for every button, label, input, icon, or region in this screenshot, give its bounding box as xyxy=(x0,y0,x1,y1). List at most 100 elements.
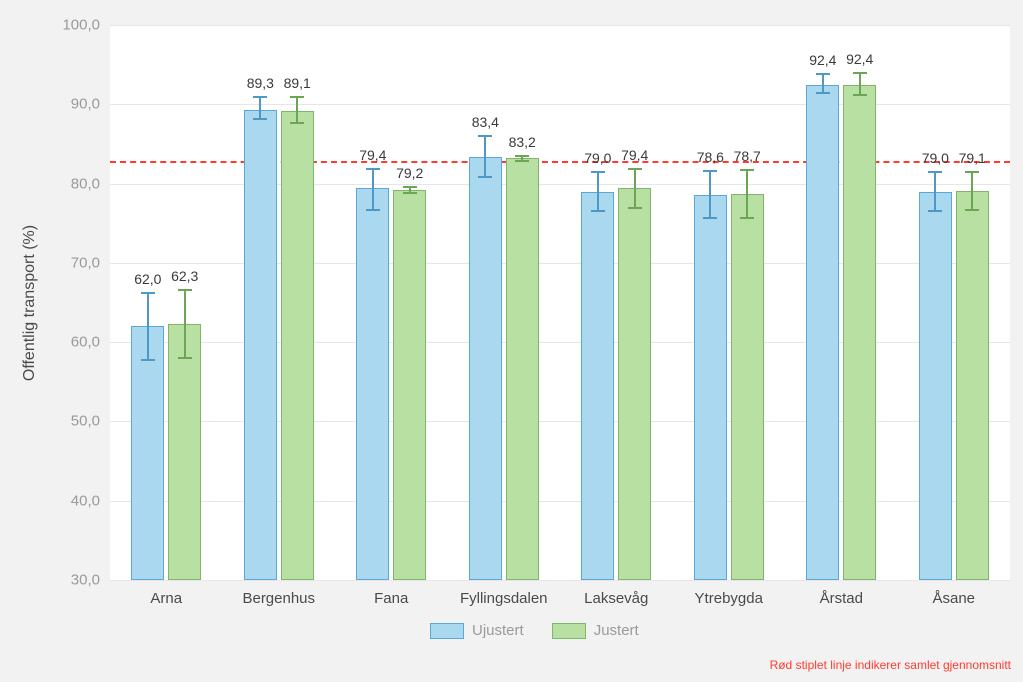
bar-value-label: 79,4 xyxy=(359,147,386,163)
error-cap xyxy=(816,92,830,94)
error-cap xyxy=(816,73,830,75)
bar xyxy=(956,191,989,580)
legend-label: Justert xyxy=(594,622,639,639)
error-cap xyxy=(478,176,492,178)
ytick-label: 100,0 xyxy=(62,17,110,34)
error-cap xyxy=(928,171,942,173)
bar xyxy=(843,85,876,580)
error-cap xyxy=(591,210,605,212)
bar-value-label: 89,3 xyxy=(247,75,274,91)
error-cap xyxy=(515,160,529,162)
error-cap xyxy=(403,192,417,194)
error-cap xyxy=(853,72,867,74)
error-bar xyxy=(934,172,936,210)
error-cap xyxy=(515,155,529,157)
error-cap xyxy=(403,186,417,188)
error-cap xyxy=(141,359,155,361)
plot-area: 30,040,050,060,070,080,090,0100,0Arna62,… xyxy=(110,25,1010,580)
error-cap xyxy=(703,170,717,172)
error-bar xyxy=(597,172,599,212)
error-cap xyxy=(366,209,380,211)
error-bar xyxy=(709,171,711,219)
bar-value-label: 92,4 xyxy=(809,52,836,68)
xtick-label: Ytrebygda xyxy=(695,580,763,607)
error-cap xyxy=(290,96,304,98)
bar xyxy=(919,192,952,581)
bar-value-label: 62,3 xyxy=(171,268,198,284)
bar xyxy=(131,326,164,580)
bar xyxy=(618,188,651,580)
error-bar xyxy=(296,97,298,123)
bar xyxy=(506,158,539,580)
error-bar xyxy=(147,293,149,360)
error-cap xyxy=(965,171,979,173)
ytick-label: 40,0 xyxy=(71,492,110,509)
error-cap xyxy=(740,169,754,171)
bar-value-label: 79,0 xyxy=(584,150,611,166)
legend: Ujustert Justert xyxy=(430,622,639,639)
error-cap xyxy=(253,118,267,120)
bar-value-label: 83,2 xyxy=(509,134,536,150)
bar xyxy=(581,192,614,581)
xtick-label: Åsane xyxy=(932,580,975,607)
y-axis-label: Offentlig transport (%) xyxy=(21,224,39,380)
xtick-label: Fyllingsdalen xyxy=(460,580,548,607)
bar xyxy=(281,111,314,580)
xtick-label: Fana xyxy=(374,580,408,607)
error-bar xyxy=(634,169,636,209)
bar-value-label: 83,4 xyxy=(472,114,499,130)
bar-value-label: 89,1 xyxy=(284,75,311,91)
bar-value-label: 92,4 xyxy=(846,51,873,67)
error-cap xyxy=(178,357,192,359)
bar-value-label: 78,6 xyxy=(697,149,724,165)
error-cap xyxy=(478,135,492,137)
ytick-label: 50,0 xyxy=(71,413,110,430)
error-cap xyxy=(628,207,642,209)
error-cap xyxy=(178,289,192,291)
gridline xyxy=(110,25,1010,26)
bar xyxy=(244,110,277,580)
error-cap xyxy=(740,217,754,219)
ytick-label: 30,0 xyxy=(71,572,110,589)
bar xyxy=(806,85,839,580)
xtick-label: Arna xyxy=(150,580,182,607)
error-cap xyxy=(628,168,642,170)
legend-label: Ujustert xyxy=(472,622,524,639)
error-bar xyxy=(859,73,861,94)
footnote: Rød stiplet linje indikerer samlet gjenn… xyxy=(770,658,1011,672)
bar xyxy=(694,195,727,580)
error-cap xyxy=(290,122,304,124)
xtick-label: Laksevåg xyxy=(584,580,648,607)
error-bar xyxy=(184,290,186,358)
legend-item: Ujustert xyxy=(430,622,524,639)
error-cap xyxy=(703,217,717,219)
chart-container: 30,040,050,060,070,080,090,0100,0Arna62,… xyxy=(0,0,1023,682)
bar-value-label: 62,0 xyxy=(134,271,161,287)
legend-item: Justert xyxy=(552,622,639,639)
error-bar xyxy=(822,74,824,93)
bar-value-label: 79,4 xyxy=(621,147,648,163)
error-bar xyxy=(372,169,374,210)
error-cap xyxy=(366,168,380,170)
error-cap xyxy=(965,209,979,211)
ytick-label: 60,0 xyxy=(71,334,110,351)
error-cap xyxy=(928,210,942,212)
bar xyxy=(393,190,426,580)
ytick-label: 80,0 xyxy=(71,175,110,192)
legend-swatch xyxy=(552,623,586,639)
error-bar xyxy=(971,172,973,210)
xtick-label: Bergenhus xyxy=(242,580,315,607)
error-cap xyxy=(141,292,155,294)
error-cap xyxy=(591,171,605,173)
bar xyxy=(469,157,502,580)
error-bar xyxy=(746,170,748,218)
error-bar xyxy=(484,136,486,177)
bar-value-label: 79,2 xyxy=(396,165,423,181)
error-cap xyxy=(853,94,867,96)
bar xyxy=(356,188,389,580)
bar-value-label: 79,0 xyxy=(922,150,949,166)
bar-value-label: 79,1 xyxy=(959,150,986,166)
bar-value-label: 78,7 xyxy=(734,148,761,164)
ytick-label: 70,0 xyxy=(71,254,110,271)
bar xyxy=(168,324,201,580)
